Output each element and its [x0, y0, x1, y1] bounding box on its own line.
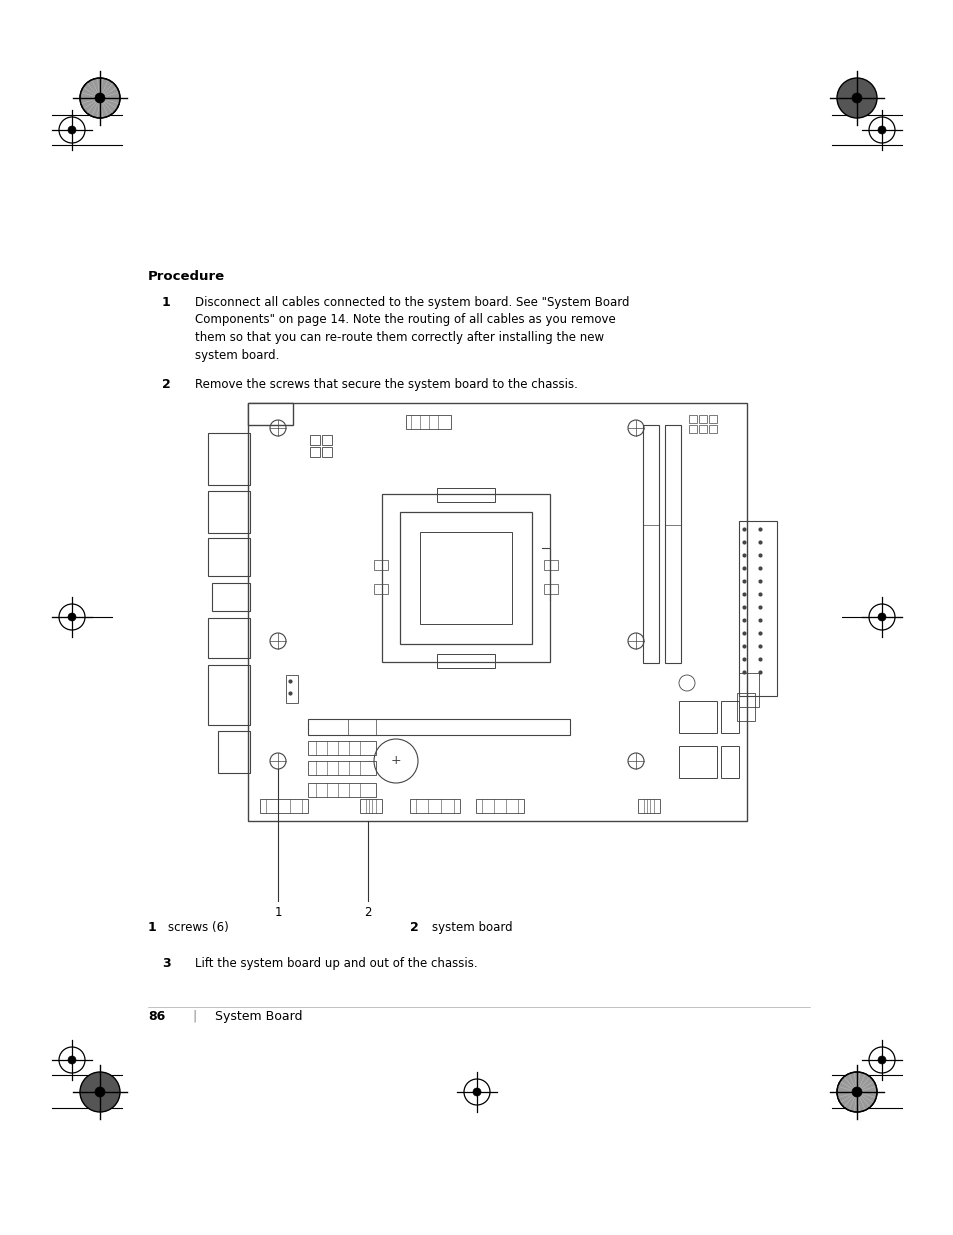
Circle shape [68, 613, 76, 621]
Bar [208, 433, 250, 485]
Circle shape [877, 1056, 885, 1065]
Circle shape [80, 78, 120, 119]
Bar [699, 425, 706, 433]
Bar [399, 513, 532, 643]
Circle shape [877, 613, 885, 621]
Circle shape [80, 1072, 120, 1112]
Bar [218, 731, 250, 773]
Circle shape [851, 93, 862, 103]
Text: screws (6): screws (6) [168, 921, 229, 934]
Bar [308, 761, 375, 776]
Bar [708, 415, 717, 424]
Text: Lift the system board up and out of the chassis.: Lift the system board up and out of the … [194, 957, 477, 969]
Bar [708, 425, 717, 433]
Circle shape [836, 1072, 876, 1112]
Bar [322, 447, 332, 457]
Bar [208, 492, 250, 534]
Bar [359, 799, 381, 813]
Bar [322, 435, 332, 445]
Text: 86: 86 [148, 1010, 165, 1023]
Bar [260, 799, 308, 813]
Circle shape [877, 126, 885, 135]
Text: 1: 1 [274, 906, 281, 919]
Bar [308, 719, 569, 735]
Bar [436, 655, 495, 668]
Text: Disconnect all cables connected to the system board. See "System Board
Component: Disconnect all cables connected to the s… [194, 296, 629, 362]
Text: Procedure: Procedure [148, 270, 225, 283]
Bar [208, 538, 250, 576]
Bar [664, 425, 680, 663]
Circle shape [68, 126, 76, 135]
Bar [310, 435, 319, 445]
Circle shape [473, 1088, 480, 1095]
Bar [374, 584, 388, 594]
Bar [419, 532, 512, 624]
Circle shape [851, 1087, 862, 1097]
Text: System Board: System Board [214, 1010, 302, 1023]
Bar [720, 701, 739, 734]
Circle shape [68, 1056, 76, 1065]
Text: Remove the screws that secure the system board to the chassis.: Remove the screws that secure the system… [194, 378, 578, 391]
Bar [212, 583, 250, 611]
Circle shape [95, 1087, 105, 1097]
Bar [410, 799, 459, 813]
Bar [374, 559, 388, 571]
Bar [720, 746, 739, 778]
Bar [737, 693, 754, 721]
Text: 2: 2 [364, 906, 372, 919]
Bar [642, 425, 659, 663]
Bar [248, 403, 746, 821]
Bar [208, 664, 250, 725]
Bar [476, 799, 523, 813]
Bar [308, 741, 375, 755]
Text: 1: 1 [162, 296, 171, 309]
Circle shape [836, 78, 876, 119]
Circle shape [95, 93, 105, 103]
Bar [208, 618, 250, 658]
Text: +: + [391, 755, 401, 767]
Text: 3: 3 [162, 957, 171, 969]
Bar [543, 559, 558, 571]
Bar [381, 494, 550, 662]
Text: system board: system board [432, 921, 512, 934]
Bar [436, 488, 495, 501]
Bar [739, 673, 759, 706]
Bar [739, 521, 776, 697]
Bar [406, 415, 451, 429]
Bar [248, 403, 293, 425]
Bar [679, 701, 717, 734]
Bar [543, 584, 558, 594]
Bar [688, 425, 697, 433]
Bar [688, 415, 697, 424]
Bar [310, 447, 319, 457]
Text: 1: 1 [148, 921, 156, 934]
Bar [699, 415, 706, 424]
Text: 2: 2 [162, 378, 171, 391]
Bar [308, 783, 375, 797]
Bar [286, 676, 297, 703]
Bar [638, 799, 659, 813]
Bar [679, 746, 717, 778]
Text: |: | [192, 1010, 196, 1023]
Text: 2: 2 [410, 921, 418, 934]
